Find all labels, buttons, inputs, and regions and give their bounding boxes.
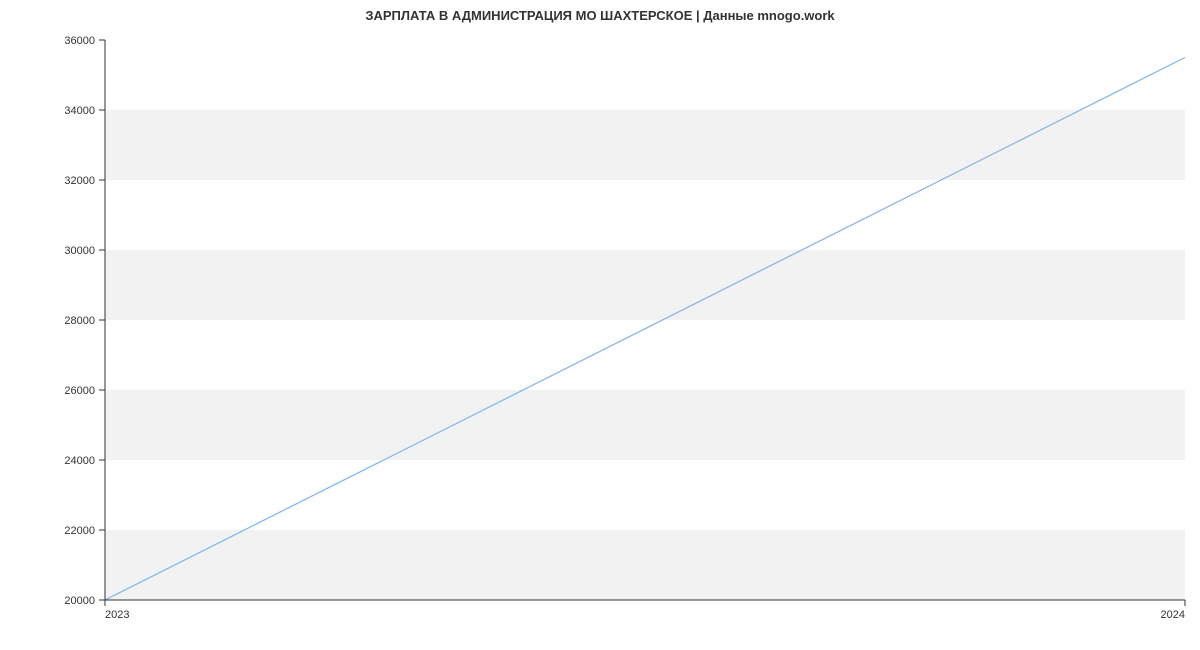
grid-band bbox=[105, 390, 1185, 460]
x-tick-label: 2023 bbox=[105, 609, 129, 621]
grid-band bbox=[105, 110, 1185, 180]
chart-svg: 20000 22000 24000 26000 28000 30000 32000 34000… bbox=[0, 0, 1200, 650]
y-tick-label: 24000 bbox=[64, 455, 95, 467]
chart-container: ЗАРПЛАТА В АДМИНИСТРАЦИЯ МО ШАХТЕРСКОЕ |… bbox=[0, 0, 1200, 650]
y-tick-label: 34000 bbox=[64, 105, 95, 117]
grid-band bbox=[105, 40, 1185, 110]
y-tick-label: 32000 bbox=[64, 175, 95, 187]
y-tick-label: 30000 bbox=[64, 245, 95, 257]
grid-band bbox=[105, 180, 1185, 250]
grid-band bbox=[105, 460, 1185, 530]
y-tick-label: 36000 bbox=[64, 35, 95, 47]
y-tick-label: 22000 bbox=[64, 525, 95, 537]
y-tick-label: 26000 bbox=[64, 385, 95, 397]
chart-title: ЗАРПЛАТА В АДМИНИСТРАЦИЯ МО ШАХТЕРСКОЕ |… bbox=[0, 8, 1200, 23]
x-tick-label: 2024 bbox=[1161, 609, 1185, 621]
grid-band bbox=[105, 320, 1185, 390]
grid-band bbox=[105, 530, 1185, 600]
y-tick-label: 28000 bbox=[64, 315, 95, 327]
y-tick-label: 20000 bbox=[64, 595, 95, 607]
grid-band bbox=[105, 250, 1185, 320]
